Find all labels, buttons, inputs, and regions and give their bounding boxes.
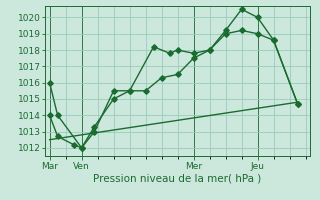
X-axis label: Pression niveau de la mer( hPa ): Pression niveau de la mer( hPa ) — [93, 173, 262, 183]
